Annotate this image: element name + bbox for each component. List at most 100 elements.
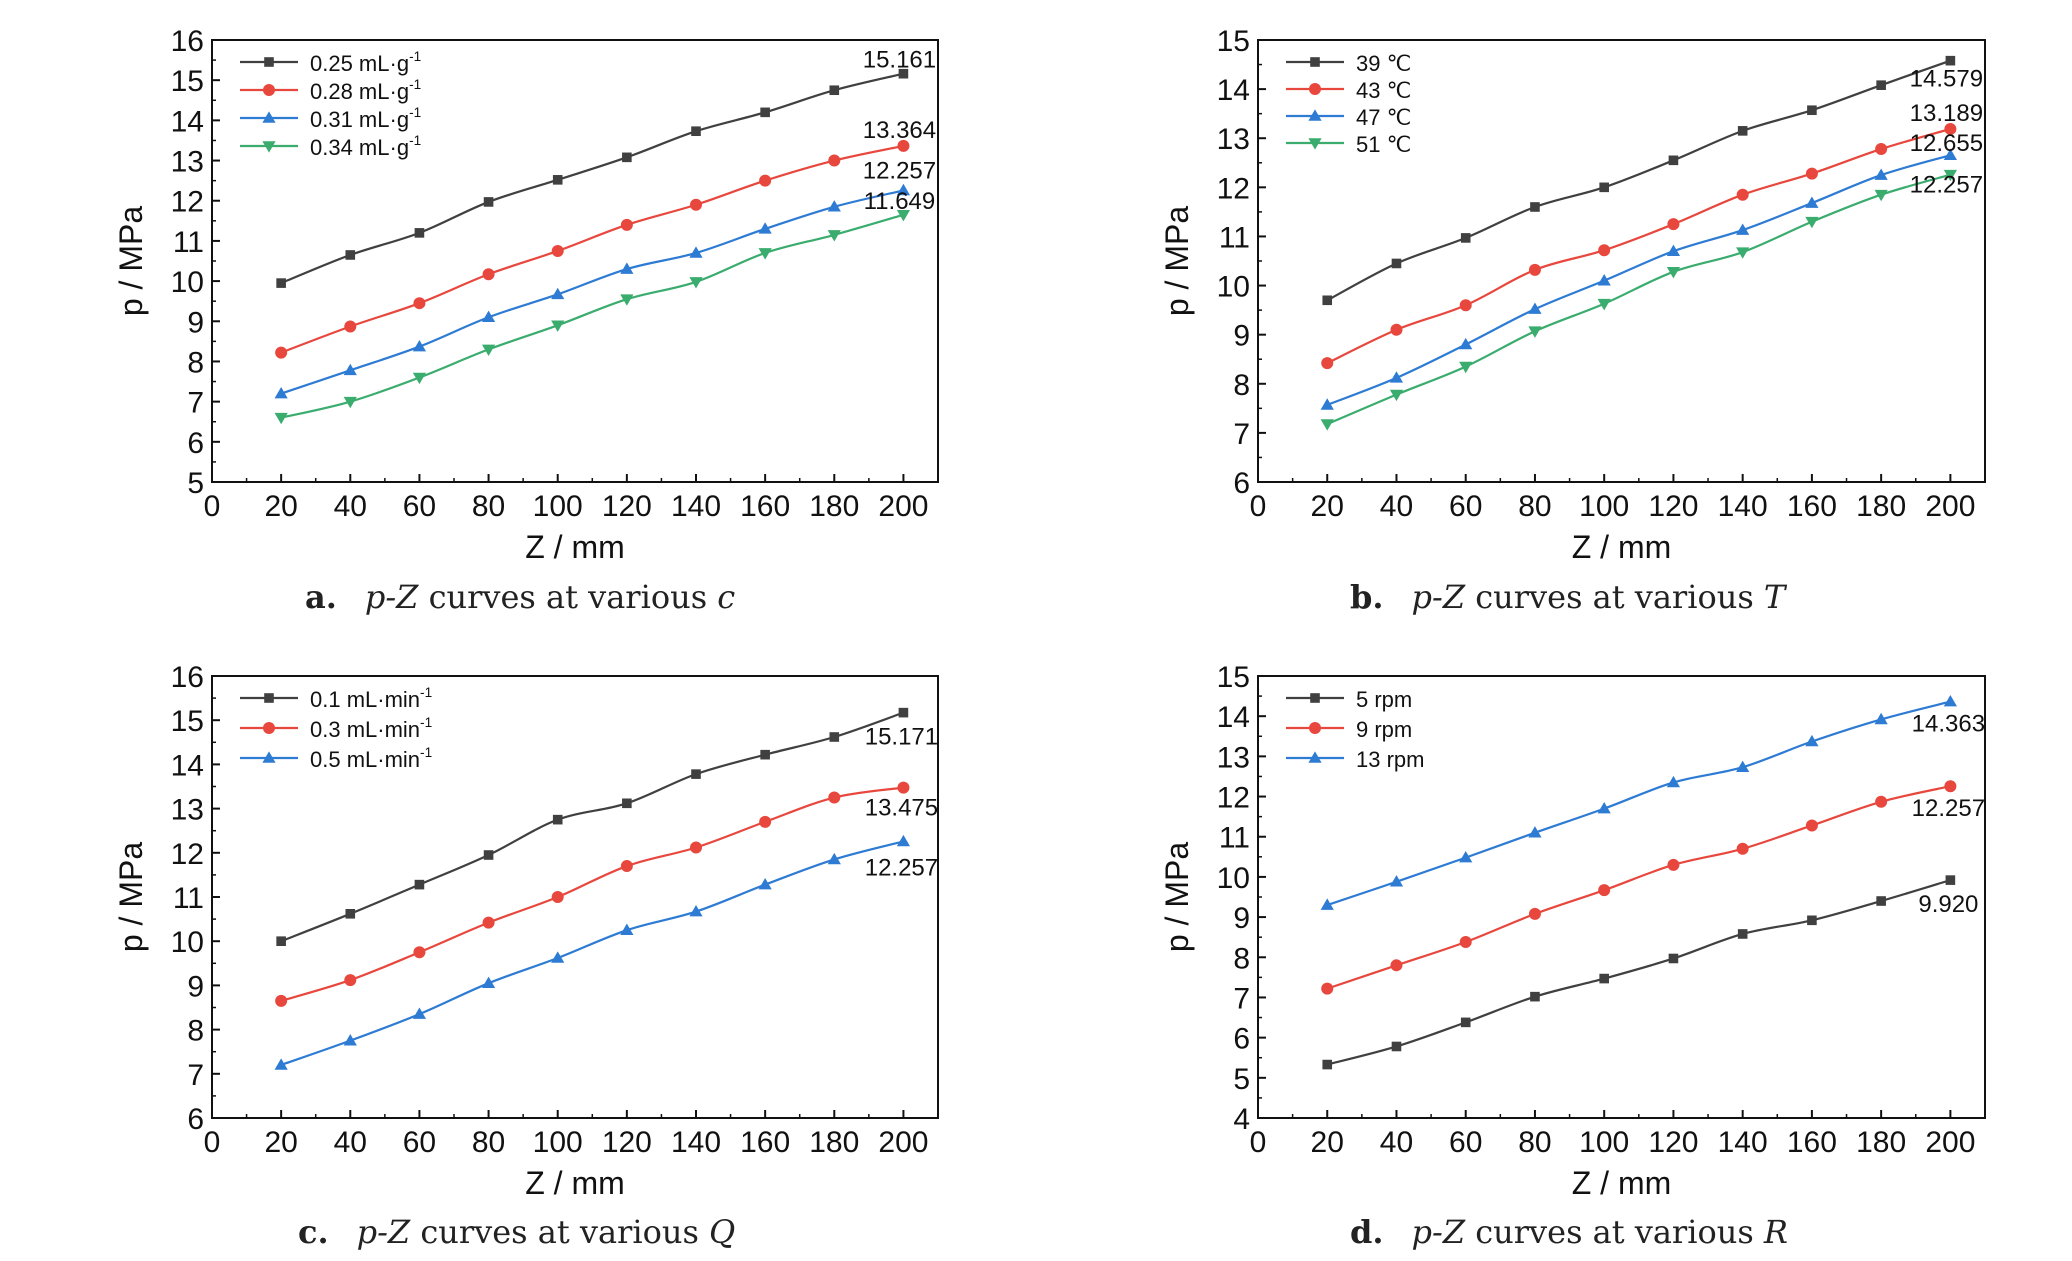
data-point xyxy=(758,222,772,234)
x-tick-label: 60 xyxy=(403,490,436,523)
x-axis-label: Z / mm xyxy=(525,1165,625,1201)
y-tick-label: 9 xyxy=(187,970,204,1003)
y-tick-label: 6 xyxy=(187,1103,204,1136)
x-tick-label: 20 xyxy=(264,490,297,523)
data-point xyxy=(1599,182,1609,193)
legend-marker xyxy=(1308,751,1322,763)
legend-marker xyxy=(264,693,274,703)
y-tick-label: 8 xyxy=(1233,369,1250,402)
data-point xyxy=(1874,189,1888,202)
data-point xyxy=(1945,875,1956,885)
x-tick-label: 80 xyxy=(1518,490,1551,523)
data-point xyxy=(1945,55,1956,66)
caption-text: curves at various xyxy=(1465,578,1764,616)
data-point xyxy=(551,951,565,963)
x-tick-label: 40 xyxy=(1380,490,1413,523)
data-point xyxy=(1528,326,1542,338)
data-point xyxy=(1736,760,1750,773)
data-point xyxy=(898,707,909,718)
data-point xyxy=(1528,263,1541,276)
data-point xyxy=(1736,842,1749,855)
legend-label: 0.5 mL·min-1 xyxy=(310,745,432,772)
x-tick-label: 200 xyxy=(878,490,928,523)
data-point xyxy=(1389,875,1404,887)
y-tick-label: 14 xyxy=(171,105,204,138)
series-line-3 xyxy=(1326,700,1951,907)
y-tick-label: 5 xyxy=(187,467,204,500)
caption-text: curves at various xyxy=(1465,1213,1764,1251)
data-point xyxy=(414,879,425,890)
data-point xyxy=(897,139,910,152)
y-tick-label: 5 xyxy=(1233,1063,1250,1096)
data-point xyxy=(276,278,286,288)
legend-label: 13 rpm xyxy=(1356,747,1424,772)
data-point xyxy=(689,277,703,289)
x-tick-label: 180 xyxy=(1856,1126,1906,1159)
x-tick-label: 140 xyxy=(1718,1126,1768,1159)
data-point xyxy=(343,363,357,376)
x-tick-label: 80 xyxy=(472,1126,505,1159)
data-point xyxy=(620,923,634,935)
data-point xyxy=(896,834,911,847)
data-point xyxy=(551,244,564,257)
data-point xyxy=(829,85,840,96)
x-tick-label: 40 xyxy=(334,1126,367,1159)
y-tick-label: 10 xyxy=(1217,271,1250,304)
x-tick-label: 20 xyxy=(1311,1126,1344,1159)
data-point xyxy=(1876,80,1886,90)
y-tick-label: 12 xyxy=(171,838,204,871)
series-line-2 xyxy=(1326,785,1951,990)
x-tick-label: 100 xyxy=(533,490,583,523)
data-point xyxy=(1874,168,1888,180)
legend-marker xyxy=(1310,693,1320,703)
series-line-1 xyxy=(280,711,904,943)
data-point xyxy=(620,860,633,873)
y-tick-label: 12 xyxy=(1217,782,1250,815)
data-point xyxy=(275,346,288,359)
caption-letter: d. xyxy=(1350,1213,1384,1251)
data-point xyxy=(1459,361,1473,374)
data-point xyxy=(1530,991,1540,1002)
x-tick-label: 60 xyxy=(1449,490,1482,523)
panel-caption: d. p-Z curves at various R xyxy=(1350,1213,1788,1251)
legend-marker xyxy=(262,141,276,153)
legend-marker xyxy=(262,111,276,123)
series-line-3 xyxy=(1326,154,1951,406)
legend-label: 0.34 mL·g-1 xyxy=(310,133,421,160)
data-point xyxy=(552,814,563,825)
data-point xyxy=(829,732,840,742)
data-point xyxy=(1597,802,1611,814)
y-tick-label: 6 xyxy=(1233,467,1250,500)
y-tick-label: 13 xyxy=(1217,741,1250,774)
x-tick-label: 0 xyxy=(204,490,221,523)
data-point xyxy=(481,976,496,988)
y-tick-label: 15 xyxy=(1217,25,1250,58)
data-point xyxy=(1666,775,1681,788)
data-point xyxy=(1598,884,1611,897)
data-label: 12.257 xyxy=(863,157,936,184)
data-point xyxy=(759,815,772,828)
data-label: 13.189 xyxy=(1910,100,1983,127)
legend-marker xyxy=(262,751,276,763)
data-point xyxy=(1390,959,1403,972)
x-tick-label: 0 xyxy=(1250,1126,1267,1159)
data-point xyxy=(275,994,288,1007)
x-tick-label: 0 xyxy=(1250,490,1267,523)
y-tick-label: 15 xyxy=(171,65,204,98)
data-point xyxy=(343,1034,357,1046)
data-label: 9.920 xyxy=(1918,891,1978,918)
data-point xyxy=(1321,982,1334,995)
caption-variable: R xyxy=(1763,1213,1788,1251)
y-tick-label: 13 xyxy=(171,146,204,179)
data-point xyxy=(689,904,703,917)
data-point xyxy=(1528,907,1541,920)
data-point xyxy=(690,841,702,854)
data-label: 12.257 xyxy=(1910,172,1983,199)
data-point xyxy=(828,791,841,804)
chart-panel-c: 0 20 40 60 80 100 120 140 160 180 200 6 7 8 9 10 11 12 13 1… xyxy=(113,661,939,1251)
y-tick-label: 15 xyxy=(1217,661,1250,694)
data-label: 12.257 xyxy=(865,854,938,881)
data-point xyxy=(1736,223,1750,235)
data-point xyxy=(897,781,910,794)
legend-marker xyxy=(264,57,274,67)
